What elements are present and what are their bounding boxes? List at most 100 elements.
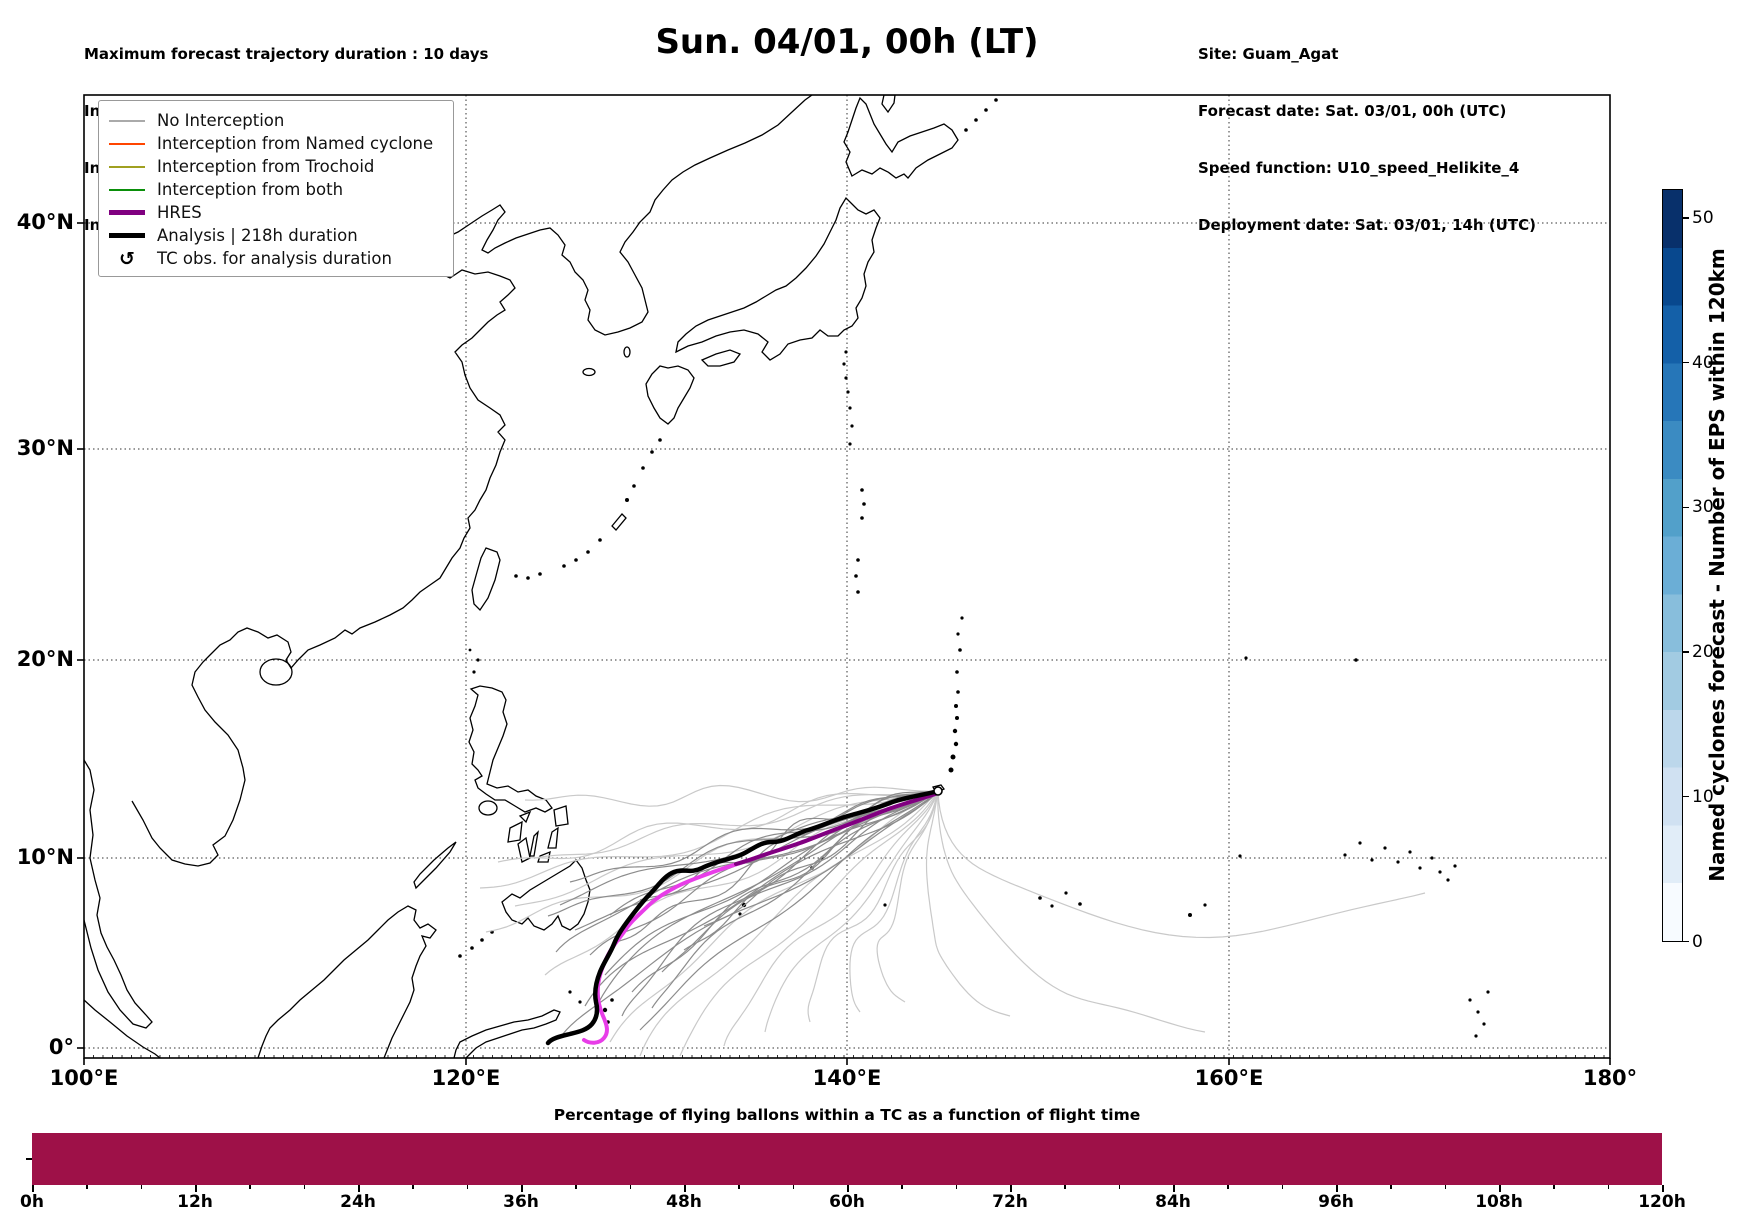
bar-x-tick <box>195 1185 197 1192</box>
bar-x-minor-tick <box>412 1185 414 1189</box>
bar-x-tick <box>847 1185 849 1192</box>
bar-x-tick <box>32 1185 34 1192</box>
map-frame <box>77 94 1611 1065</box>
leyte-island <box>547 826 559 849</box>
bar-x-minor-tick <box>901 1185 903 1189</box>
coastlines <box>84 95 959 1058</box>
bar-x-tick <box>358 1185 360 1192</box>
kyushu-island <box>645 365 695 425</box>
bar-x-tick <box>684 1185 686 1192</box>
bar-x-minor-tick <box>955 1185 958 1189</box>
colorbar-label: Named cyclones forecast - Number of EPS … <box>1705 248 1729 882</box>
masbate-island <box>518 810 532 824</box>
bar-x-minor-tick <box>1444 1185 1447 1189</box>
map-legend: No Interception Interception from Named … <box>98 100 454 277</box>
analysis-track <box>545 788 941 1046</box>
bar-x-tick-label: 84h <box>1155 1192 1191 1212</box>
x-tick-100E: 100°E <box>49 1066 119 1090</box>
colorbar-tick-label: 10 <box>1692 786 1714 807</box>
hokkaido-island <box>843 96 959 179</box>
x-tick-140E: 140°E <box>812 1066 882 1090</box>
colorbar-tick-label: 0 <box>1692 931 1703 952</box>
honshu-island <box>675 196 881 361</box>
colorbar-tick <box>1683 940 1689 943</box>
bar-x-tick <box>1499 1185 1501 1192</box>
colorbar-tick-label: 40 <box>1692 352 1714 373</box>
colorbar-tick <box>1683 651 1689 653</box>
x-tick-120E: 120°E <box>431 1066 501 1090</box>
green-line-swatch <box>109 188 145 191</box>
bohol-island <box>537 850 551 863</box>
cebu-island <box>529 830 539 857</box>
legend-item-named-cyclone: Interception from Named cyclone <box>109 132 443 155</box>
mindanao-island <box>501 859 591 931</box>
hres-track-upper <box>734 791 940 866</box>
bar-x-tick-label: 0h <box>20 1192 44 1212</box>
colorbar-tick <box>1683 506 1689 509</box>
figure-title: Sun. 04/01, 00h (LT) <box>655 22 1039 62</box>
bar-x-tick <box>1336 1185 1338 1192</box>
sakhalin-tip <box>881 95 896 114</box>
black-line-swatch <box>109 233 145 238</box>
bar-x-minor-tick <box>1281 1185 1284 1189</box>
bar-x-tick-label: 12h <box>177 1192 213 1212</box>
colorbar-tick <box>1683 796 1689 798</box>
orange-line-swatch <box>109 142 145 145</box>
bar-x-tick <box>521 1185 523 1192</box>
bar-x-minor-tick <box>303 1185 306 1189</box>
x-tick-160E: 160°E <box>1194 1066 1264 1090</box>
bar-x-minor-tick <box>1118 1185 1121 1189</box>
luzon-island <box>468 685 553 813</box>
legend-item-trochoid: Interception from Trochoid <box>109 155 443 178</box>
taiwan-island <box>471 547 501 612</box>
bar-x-minor-tick <box>86 1185 88 1189</box>
bar-x-tick-label: 96h <box>1318 1192 1354 1212</box>
bar-x-minor-tick <box>249 1185 251 1189</box>
header-line: Site: Guam_Agat <box>1198 45 1339 63</box>
bar-x-tick-label: 36h <box>503 1192 539 1212</box>
colorbar-tick-label: 30 <box>1692 497 1714 518</box>
header-line: Maximum forecast trajectory duration : 1… <box>84 45 489 63</box>
bar-x-tick-label: 72h <box>992 1192 1028 1212</box>
mindoro-island <box>478 800 498 816</box>
colorbar-tick <box>1683 217 1689 219</box>
small-islands-dots <box>458 98 1490 1038</box>
bar-x-tick-label: 108h <box>1475 1192 1523 1212</box>
cyclone-obs-icon: ↺ <box>119 247 135 270</box>
bar-x-tick <box>1662 1185 1664 1192</box>
bar-x-minor-tick <box>1607 1185 1610 1189</box>
bar-chart-title: Percentage of flying ballons within a TC… <box>553 1106 1141 1124</box>
header-line: Forecast date: Sat. 03/01, 00h (UTC) <box>1198 102 1507 120</box>
olive-line-swatch <box>109 165 145 168</box>
colorbar-tick-label: 50 <box>1692 207 1714 228</box>
bar-x-tick <box>1173 1185 1175 1192</box>
y-tick-0: 0° <box>48 1035 74 1059</box>
header-line: Deployment date: Sat. 03/01, 14h (UTC) <box>1198 216 1536 234</box>
legend-item-hres: HRES <box>109 201 443 224</box>
tsushima-island <box>623 346 631 358</box>
bar-x-tick <box>1010 1185 1012 1192</box>
bar-x-tick-label: 48h <box>666 1192 702 1212</box>
bar-x-minor-tick <box>466 1185 469 1189</box>
bar-x-minor-tick <box>629 1185 632 1189</box>
colorbar-tick-label: 20 <box>1692 642 1714 663</box>
bar-x-minor-tick <box>575 1185 577 1189</box>
eps-trajectories <box>479 784 1426 1057</box>
palawan-island <box>413 841 457 890</box>
jeju-island <box>582 367 596 377</box>
y-tick-30N: 30°N <box>16 436 74 460</box>
hainan-island <box>259 658 293 686</box>
x-tick-180: 180° <box>1582 1066 1638 1090</box>
colorbar <box>1662 189 1683 942</box>
legend-item-analysis: Analysis | 218h duration <box>109 224 443 247</box>
y-tick-40N: 40°N <box>16 210 74 234</box>
bar-x-minor-tick <box>1553 1185 1555 1189</box>
legend-item-tc-obs: ↺ TC obs. for analysis duration <box>109 247 443 270</box>
bar-x-tick-label: 24h <box>340 1192 376 1212</box>
okinawa-island <box>611 513 627 531</box>
bar-chart-y-tick <box>26 1158 32 1160</box>
purple-line-swatch <box>109 210 145 215</box>
percentage-bar <box>32 1133 1662 1185</box>
